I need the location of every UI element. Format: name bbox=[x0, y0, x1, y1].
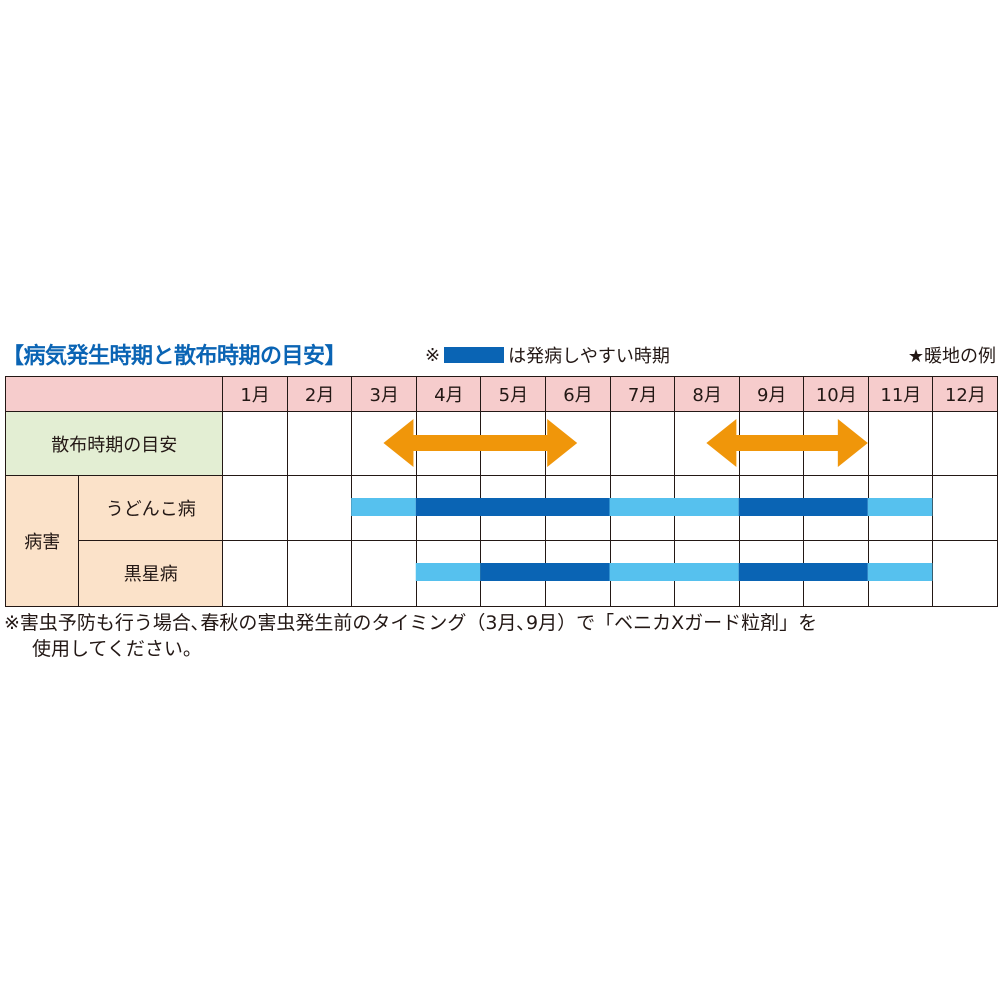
schedule-table: 1月 2月 3月 4月 5月 6月 7月 8月 9月 10月 11月 12月 散布時期の目安 病害 うどんこ… bbox=[5, 376, 999, 607]
disease-label: うどんこ病 bbox=[78, 475, 224, 542]
disease-label: 黒星病 bbox=[78, 540, 224, 607]
footnote-line-1: ※害虫予防も行う場合､春秋の害虫発生前のタイミング（3月､9月）で「ベニカXガー… bbox=[4, 612, 818, 634]
footnote: ※害虫予防も行う場合､春秋の害虫発生前のタイミング（3月､9月）で「ベニカXガー… bbox=[4, 610, 817, 662]
month-cell bbox=[932, 411, 999, 477]
chart-marks bbox=[351, 419, 933, 581]
month-header: 12月 bbox=[932, 376, 999, 413]
peak-period-bar bbox=[480, 563, 610, 581]
month-header: 10月 bbox=[803, 376, 870, 413]
month-header: 8月 bbox=[674, 376, 741, 413]
month-cell bbox=[222, 540, 289, 607]
month-cell bbox=[286, 475, 353, 542]
spray-label: 散布時期の目安 bbox=[5, 411, 224, 477]
legend: ※ は発病しやすい時期 bbox=[425, 342, 670, 368]
month-header: 1月 bbox=[222, 376, 289, 413]
occurrence-period-bar bbox=[867, 563, 933, 581]
occurrence-period-bar bbox=[609, 563, 739, 581]
peak-period-bar bbox=[738, 563, 868, 581]
page-title: 【病気発生時期と散布時期の目安】 bbox=[2, 344, 347, 369]
spray-period-arrow bbox=[706, 419, 868, 467]
month-cell bbox=[351, 540, 418, 607]
occurrence-period-bar bbox=[415, 563, 481, 581]
region-note: ★暖地の例 bbox=[907, 346, 996, 367]
disease-group-label: 病害 bbox=[5, 475, 80, 607]
month-header: 7月 bbox=[609, 376, 676, 413]
peak-period-bar bbox=[738, 498, 868, 516]
legend-prefix: ※ bbox=[425, 344, 441, 366]
occurrence-period-bar bbox=[867, 498, 933, 516]
peak-period-bar bbox=[415, 498, 610, 516]
header-corner bbox=[5, 376, 224, 413]
occurrence-period-bar bbox=[351, 498, 416, 516]
month-header: 5月 bbox=[480, 376, 547, 413]
month-cell bbox=[222, 411, 289, 477]
legend-swatch bbox=[444, 347, 505, 363]
month-cell bbox=[609, 411, 676, 477]
spray-period-arrow bbox=[383, 419, 578, 467]
legend-label: は発病しやすい時期 bbox=[508, 346, 670, 367]
occurrence-period-bar bbox=[609, 498, 739, 516]
month-cell bbox=[932, 475, 999, 542]
month-cell bbox=[932, 540, 999, 607]
month-cell bbox=[222, 475, 289, 542]
footnote-line-2: 使用してください。 bbox=[32, 638, 202, 660]
